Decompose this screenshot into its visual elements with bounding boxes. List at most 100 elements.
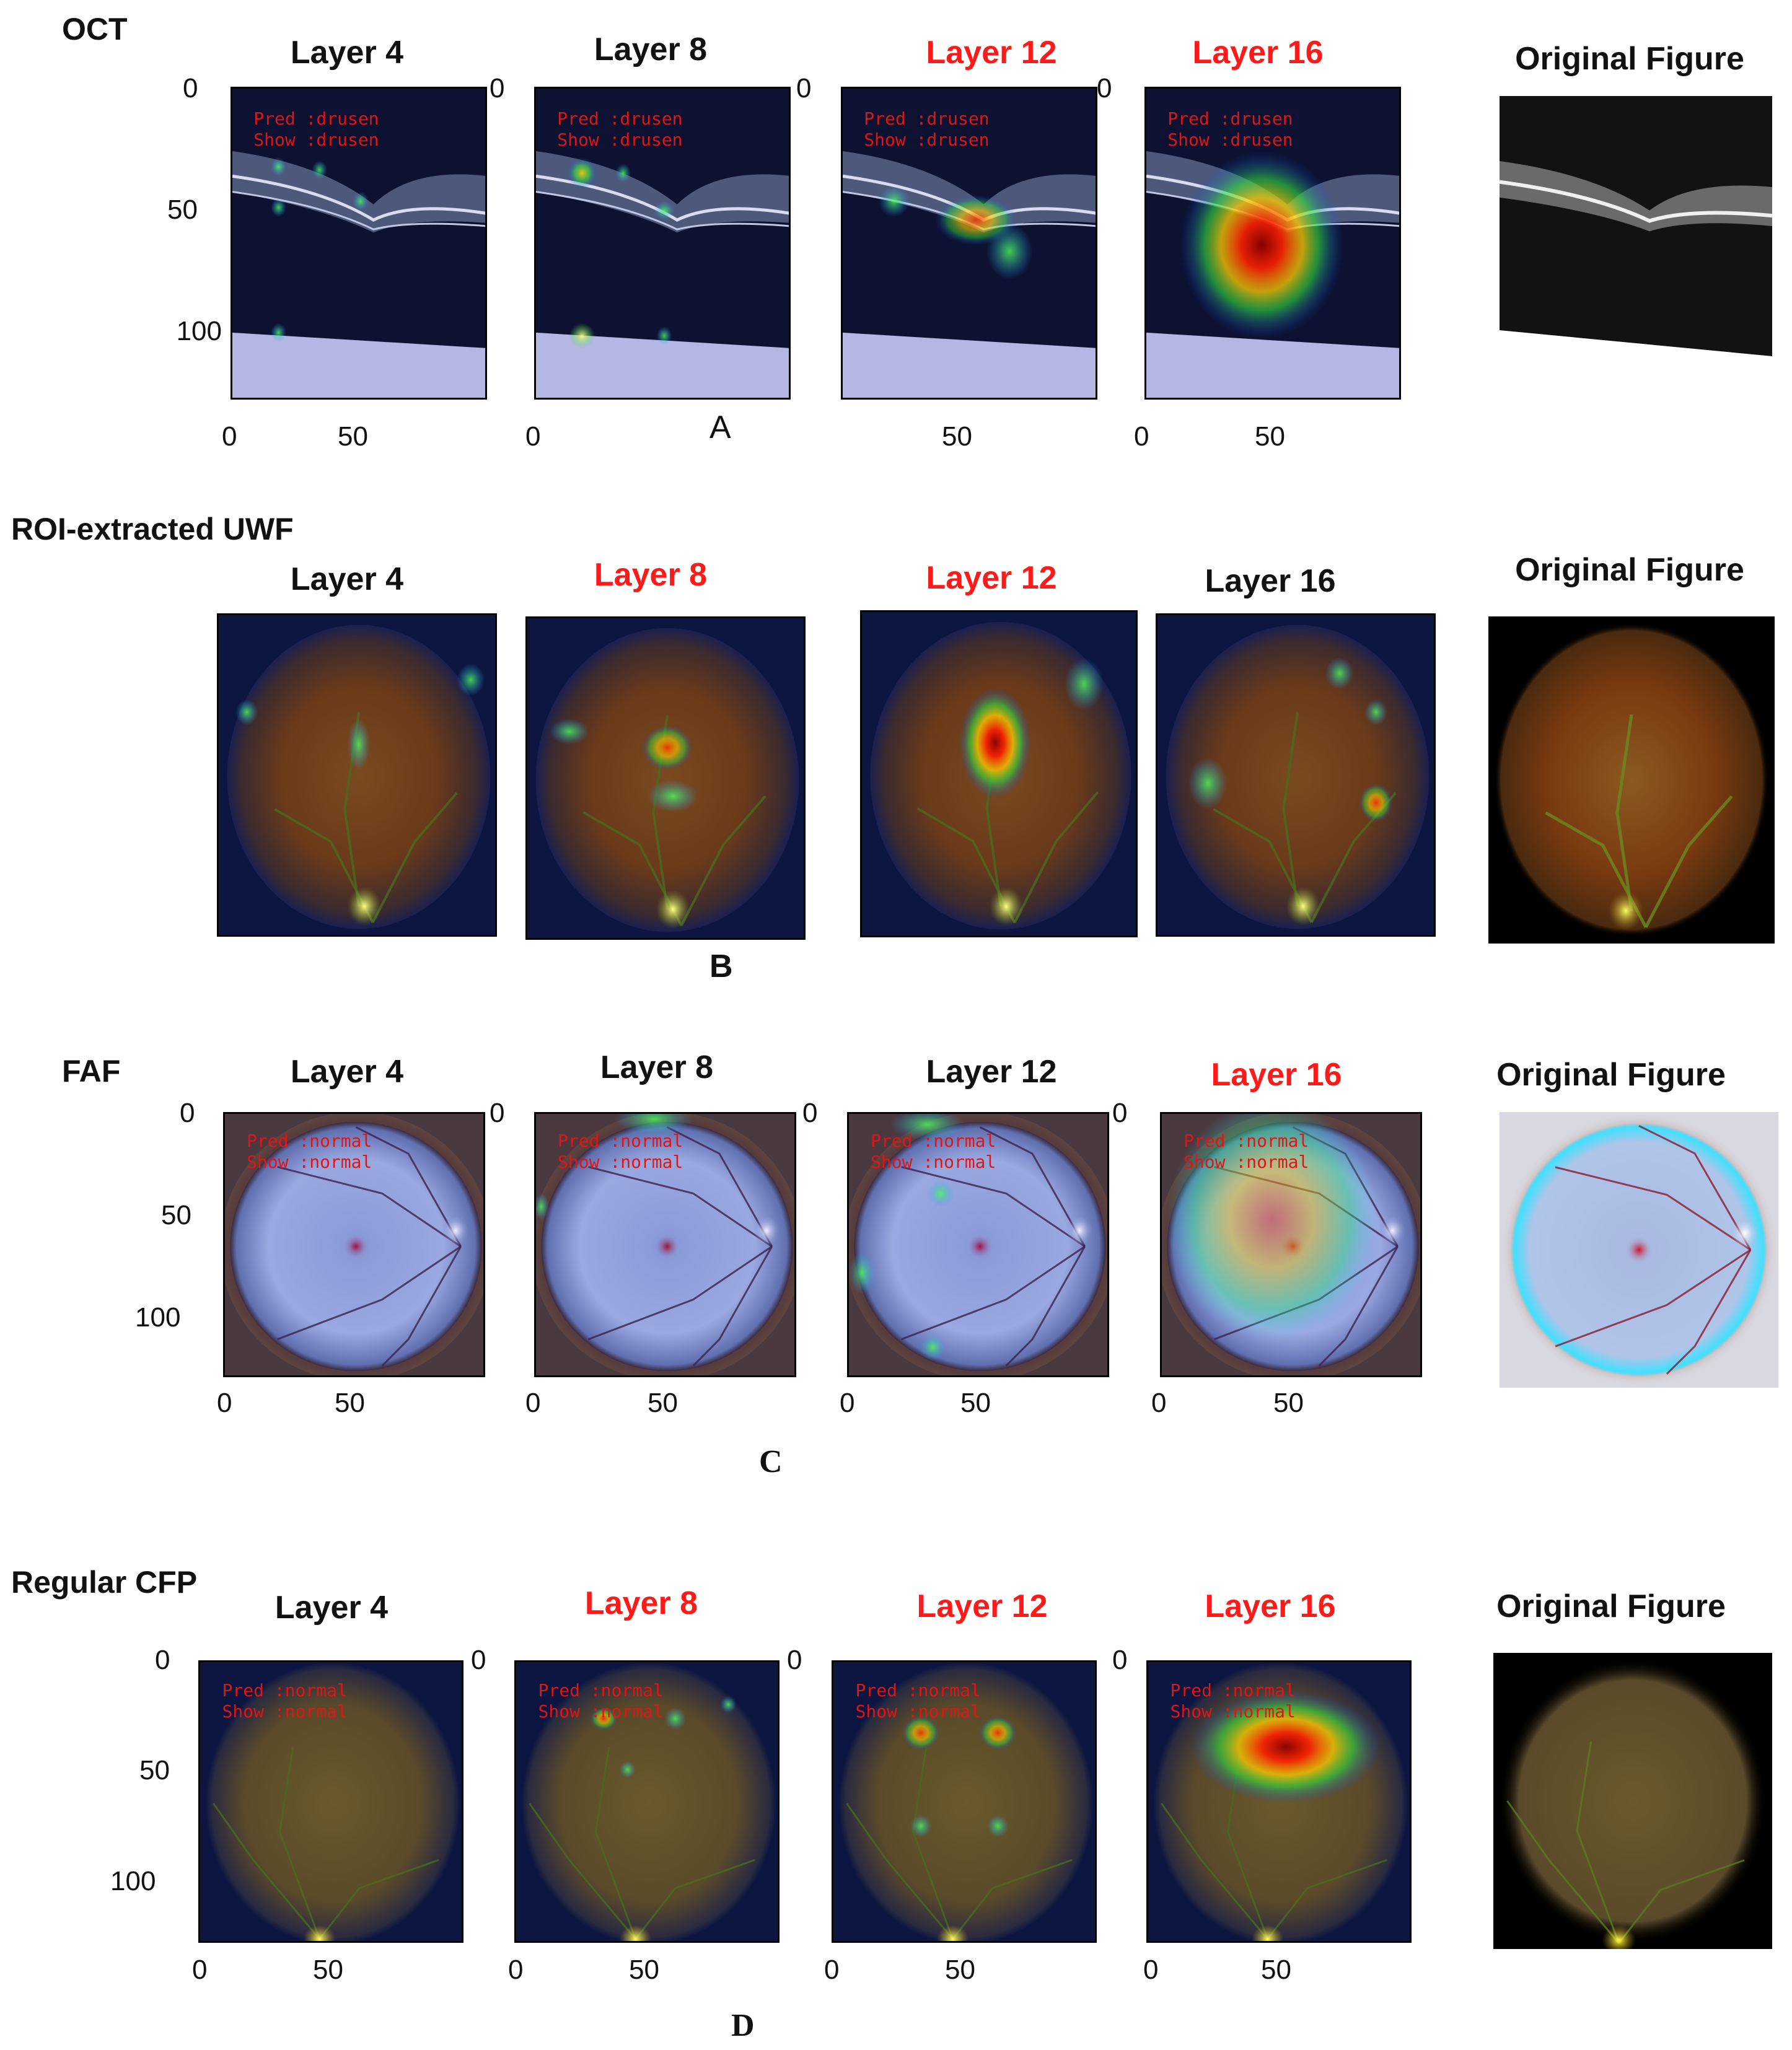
- d4-ytick-0: 0: [1112, 1645, 1128, 1675]
- c3-xtick-0: 0: [840, 1388, 855, 1418]
- panel-title-d-layer8: Layer 8: [584, 1585, 698, 1621]
- overlay-show: Show :drusen: [864, 129, 990, 151]
- panel-title-b-layer8: Layer 8: [594, 557, 708, 593]
- panel-title-b-layer4: Layer 4: [290, 561, 404, 597]
- panel-title-b-layer12: Layer 12: [926, 560, 1057, 596]
- a-ytick-50: 50: [167, 195, 198, 225]
- c-ytick-0: 0: [180, 1098, 195, 1128]
- overlay-show: Show :normal: [1184, 1151, 1309, 1172]
- oct-layer8-image-overlay-text: Pred :drusen Show :drusen: [557, 108, 682, 151]
- c2-xtick-50: 50: [648, 1388, 678, 1418]
- d2-ytick-0: 0: [471, 1645, 486, 1675]
- overlay-pred: Pred :normal: [1170, 1680, 1296, 1701]
- panel-title-a-original: Original Figure: [1515, 41, 1744, 77]
- oct-layer8-image: [534, 87, 791, 400]
- overlay-show: Show :drusen: [253, 129, 379, 151]
- c-xtick-0: 0: [217, 1388, 232, 1418]
- overlay-pred: Pred :drusen: [253, 108, 379, 129]
- section-letter-d: D: [731, 2008, 755, 2043]
- c3-ytick-0: 0: [802, 1098, 818, 1128]
- section-label-oct: OCT: [62, 12, 128, 46]
- uwf-layer12-image: [860, 610, 1138, 937]
- c4-xtick-0: 0: [1151, 1388, 1167, 1418]
- panel-title-a-layer12: Layer 12: [926, 35, 1057, 71]
- a2-xtick-0: 0: [525, 421, 541, 452]
- overlay-show: Show :normal: [247, 1151, 372, 1172]
- overlay-show: Show :normal: [871, 1151, 996, 1172]
- cfp-original-image: [1493, 1653, 1772, 1949]
- overlay-pred: Pred :normal: [538, 1680, 664, 1701]
- c3-xtick-50: 50: [960, 1388, 991, 1418]
- faf-layer4-image: [223, 1112, 485, 1377]
- d-ytick-100: 100: [110, 1866, 156, 1896]
- d-ytick-50: 50: [139, 1755, 170, 1785]
- uwf-original-image: [1488, 616, 1775, 944]
- cfp-layer4-image-overlay-text: Pred :normal Show :normal: [222, 1680, 348, 1722]
- d-xtick-0: 0: [192, 1955, 208, 1985]
- faf-layer12-image-overlay-text: Pred :normal Show :normal: [871, 1131, 996, 1173]
- panel-title-a-layer8: Layer 8: [594, 32, 708, 68]
- d4-xtick-50: 50: [1261, 1955, 1291, 1985]
- a2-ytick-0: 0: [490, 73, 505, 103]
- overlay-show: Show :normal: [538, 1701, 664, 1722]
- oct-original-image: [1500, 96, 1772, 356]
- panel-title-b-layer16: Layer 16: [1205, 563, 1336, 599]
- faf-original-image: [1500, 1112, 1778, 1388]
- panel-title-c-layer12: Layer 12: [926, 1054, 1057, 1090]
- d3-xtick-50: 50: [945, 1955, 975, 1985]
- a-xtick-50: 50: [338, 421, 368, 452]
- overlay-pred: Pred :normal: [1184, 1130, 1309, 1151]
- c4-xtick-50: 50: [1273, 1388, 1304, 1418]
- a3-ytick-0: 0: [796, 73, 812, 103]
- uwf-layer8-image: [525, 616, 806, 940]
- cfp-layer16-image-overlay-text: Pred :normal Show :normal: [1171, 1680, 1296, 1722]
- cfp-layer8-image: [514, 1660, 780, 1943]
- faf-layer16-image-overlay-text: Pred :normal Show :normal: [1184, 1131, 1309, 1173]
- d2-xtick-50: 50: [629, 1955, 659, 1985]
- a4-ytick-0: 0: [1097, 73, 1112, 103]
- overlay-show: Show :normal: [855, 1701, 981, 1722]
- a3-xtick-50: 50: [942, 421, 972, 452]
- panel-title-a-layer16: Layer 16: [1192, 35, 1324, 71]
- panel-title-c-layer8: Layer 8: [600, 1049, 714, 1085]
- faf-layer16-image: [1160, 1112, 1422, 1377]
- overlay-pred: Pred :drusen: [864, 108, 990, 129]
- overlay-pred: Pred :normal: [871, 1130, 996, 1151]
- oct-layer16-image: [1144, 87, 1401, 400]
- c-ytick-100: 100: [135, 1302, 181, 1333]
- panel-title-d-layer12: Layer 12: [916, 1588, 1048, 1624]
- overlay-show: Show :drusen: [1167, 129, 1293, 151]
- c2-ytick-0: 0: [490, 1098, 505, 1128]
- panel-title-d-layer16: Layer 16: [1205, 1588, 1336, 1624]
- section-letter-b: B: [709, 948, 733, 984]
- cfp-layer16-image: [1146, 1660, 1412, 1943]
- overlay-pred: Pred :drusen: [1167, 108, 1293, 129]
- overlay-pred: Pred :drusen: [557, 108, 683, 129]
- oct-layer12-image: [841, 87, 1097, 400]
- d2-xtick-0: 0: [508, 1955, 524, 1985]
- overlay-pred: Pred :normal: [222, 1680, 348, 1701]
- d-ytick-0: 0: [155, 1645, 170, 1675]
- d-xtick-50: 50: [313, 1955, 343, 1985]
- panel-title-d-layer4: Layer 4: [275, 1590, 389, 1626]
- c-ytick-50: 50: [161, 1200, 191, 1230]
- overlay-pred: Pred :normal: [558, 1130, 683, 1151]
- a-xtick-0: 0: [222, 421, 237, 452]
- faf-layer8-image-overlay-text: Pred :normal Show :normal: [558, 1131, 683, 1173]
- panel-title-c-original: Original Figure: [1496, 1057, 1726, 1093]
- oct-layer12-image-overlay-text: Pred :drusen Show :drusen: [864, 108, 989, 151]
- panel-title-a-layer4: Layer 4: [290, 35, 404, 71]
- panel-title-c-layer4: Layer 4: [290, 1054, 404, 1090]
- c4-ytick-0: 0: [1112, 1098, 1128, 1128]
- a4-xtick-50: 50: [1255, 421, 1285, 452]
- a-ytick-0: 0: [183, 73, 198, 103]
- cfp-layer4-image: [198, 1660, 463, 1943]
- cfp-layer8-image-overlay-text: Pred :normal Show :normal: [538, 1680, 664, 1722]
- d4-xtick-0: 0: [1143, 1955, 1159, 1985]
- faf-layer8-image: [534, 1112, 796, 1377]
- faf-layer12-image: [847, 1112, 1109, 1377]
- section-label-faf: FAF: [62, 1054, 121, 1089]
- section-label-cfp: Regular CFP: [11, 1565, 198, 1600]
- uwf-layer4-image: [217, 613, 497, 937]
- faf-layer4-image-overlay-text: Pred :normal Show :normal: [247, 1131, 372, 1173]
